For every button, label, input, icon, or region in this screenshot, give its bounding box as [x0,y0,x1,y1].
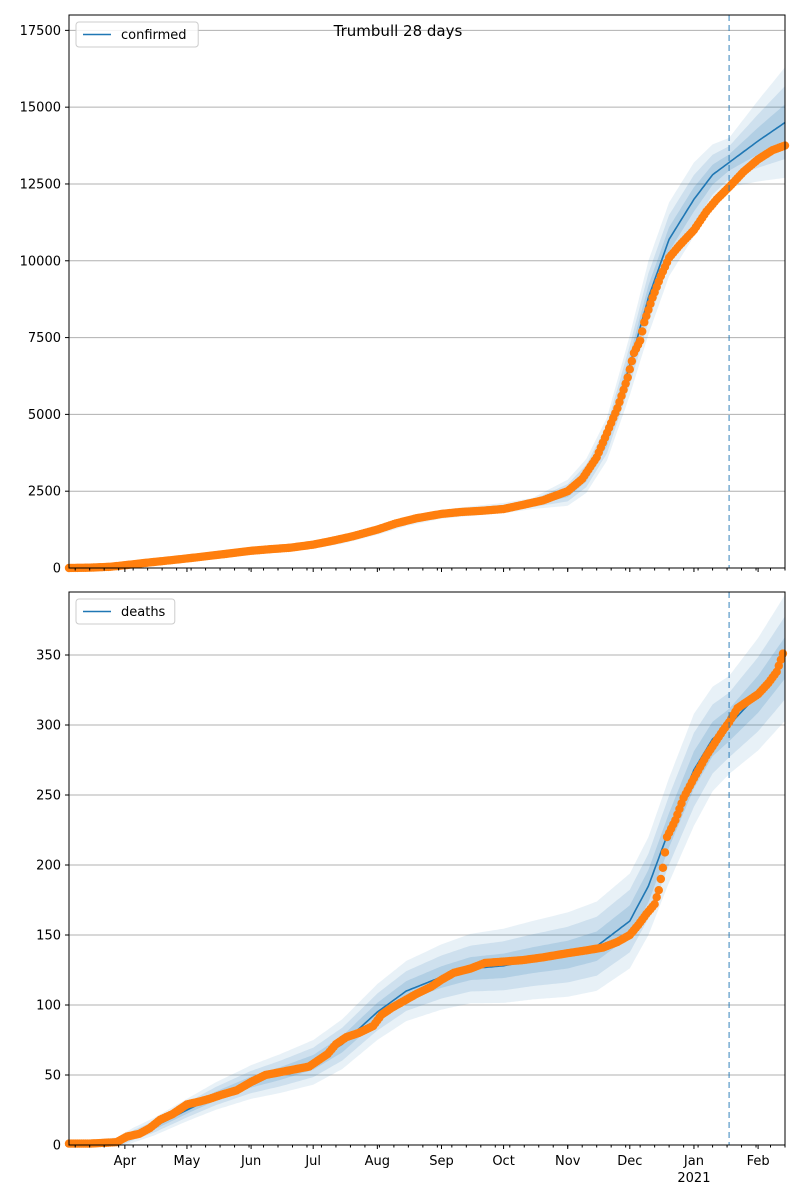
chart-title: Trumbull 28 days [333,22,463,40]
uncertainty-band [69,616,785,1145]
x-tick-label: May [174,1154,201,1169]
x-tick-label: Jun [240,1154,261,1169]
y-tick-label: 0 [53,562,61,577]
y-tick-label: 5000 [28,408,61,423]
uncertainty-band [69,637,785,1145]
x-year-label: 2021 [677,1171,710,1186]
uncertainty-band [69,67,785,568]
y-tick-label: 10000 [20,254,61,269]
observed-point [778,649,788,658]
panel-deaths: 0 50 100 150 200 250 300 350 Apr May Jun Jul Aug Sep O… [36,591,788,1186]
x-tick-label: Oct [492,1154,514,1169]
axes-frame [68,591,786,1146]
x-tick-label: Aug [365,1154,390,1169]
observed-point [638,327,647,336]
panel-confirmed: 0 2500 5000 7500 10000 12500 15000 17500 confirm… [20,14,790,577]
observed-point [623,373,632,382]
observed-point [658,863,668,872]
x-tick-label: Apr [114,1154,137,1169]
y-tick-label: 50 [44,1069,61,1084]
y-tick-label: 100 [36,999,61,1014]
uncertainty-band [69,104,785,569]
y-tick-label: 200 [36,859,61,874]
x-tick-label: Dec [617,1154,642,1169]
observed-point [635,336,645,345]
y-tick-label: 0 [53,1139,61,1154]
legend-box [75,598,176,625]
y-tick-label: 12500 [20,177,61,192]
legend-box [75,21,199,48]
uncertainty-band [69,594,785,1145]
y-tick-label: 350 [36,649,61,664]
observed-point [654,886,663,895]
x-tick-label: Feb [747,1154,770,1169]
legend-label: confirmed [121,28,187,43]
x-tick-label: Nov [555,1154,581,1169]
observed-point [627,356,637,366]
y-tick-label: 2500 [28,485,61,500]
observed-point [656,874,666,884]
x-tick-label: Jan [683,1154,704,1169]
x-tick-label: Jul [304,1154,321,1169]
axes-frame [68,14,786,569]
y-tick-label: 250 [36,789,61,804]
observed-point [650,900,659,909]
y-tick-label: 15000 [20,101,61,116]
model-line [68,657,786,1146]
legend-label: deaths [121,605,166,620]
y-tick-label: 17500 [20,24,61,39]
x-tick-label: Sep [429,1154,454,1169]
y-tick-label: 7500 [28,331,61,346]
observed-point [660,848,670,857]
observed-point [652,893,661,902]
uncertainty-band [69,86,785,568]
y-tick-label: 150 [36,929,61,944]
observed-point [625,365,634,374]
y-tick-label: 300 [36,719,61,734]
